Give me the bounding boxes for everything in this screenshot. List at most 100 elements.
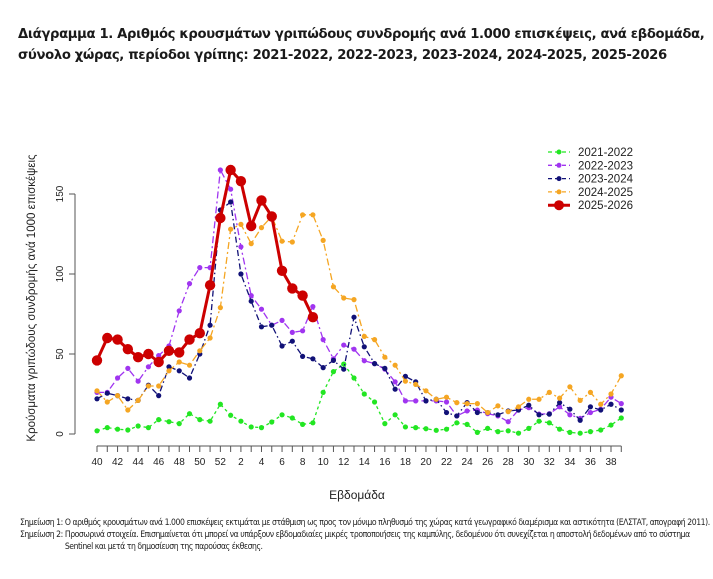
- chart-title: Διάγραμμα 1. Αριθμός κρουσμάτων γριπώδου…: [18, 24, 708, 66]
- data-point: [464, 408, 470, 414]
- data-point: [618, 401, 624, 407]
- x-tick-label: 24: [462, 457, 474, 468]
- x-tick-label: 18: [400, 457, 412, 468]
- data-point: [228, 199, 234, 205]
- data-point: [94, 428, 100, 434]
- y-tick-label: 100: [55, 265, 66, 282]
- data-point: [310, 356, 316, 362]
- data-point: [536, 412, 542, 418]
- data-point: [587, 404, 594, 410]
- data-point: [256, 195, 267, 206]
- data-point: [371, 361, 378, 367]
- data-point: [258, 306, 265, 312]
- data-point: [194, 328, 205, 339]
- data-point: [361, 344, 367, 350]
- data-point: [392, 386, 398, 392]
- y-axis-label: Κρούσματα γριπώδους συνδρομής ανά 1000 ε…: [26, 154, 38, 442]
- data-point: [289, 415, 295, 421]
- data-point: [423, 426, 429, 432]
- data-point: [163, 345, 175, 356]
- x-tick-label: 6: [279, 457, 285, 468]
- data-point: [102, 332, 113, 344]
- data-point: [402, 373, 408, 379]
- data-point: [248, 298, 254, 304]
- series-line: [97, 169, 622, 423]
- data-point: [176, 308, 182, 314]
- data-point: [536, 396, 542, 402]
- data-point: [608, 422, 614, 428]
- data-point: [258, 324, 265, 330]
- data-point: [587, 389, 594, 395]
- data-point: [248, 424, 254, 430]
- data-point: [279, 317, 285, 323]
- data-point: [598, 427, 604, 433]
- data-point: [341, 361, 347, 367]
- x-tick-label: 16: [379, 457, 391, 468]
- data-point: [526, 396, 532, 402]
- data-point: [156, 383, 162, 389]
- data-point: [341, 366, 347, 372]
- data-point: [495, 412, 501, 418]
- data-point: [464, 421, 470, 427]
- data-point: [276, 265, 288, 276]
- data-point: [135, 397, 141, 403]
- data-point: [156, 417, 162, 423]
- data-point: [546, 411, 552, 417]
- x-tick-label: 48: [174, 457, 186, 468]
- data-point: [474, 401, 480, 407]
- data-point: [300, 328, 306, 334]
- x-tick-label: 28: [503, 457, 515, 468]
- data-point: [351, 346, 357, 352]
- data-point: [526, 425, 532, 431]
- data-point: [215, 212, 226, 224]
- data-point: [132, 352, 144, 363]
- legend-item: 2024-2025: [548, 187, 633, 199]
- data-point: [156, 393, 162, 399]
- data-point: [246, 220, 257, 232]
- data-point: [238, 418, 244, 424]
- data-point: [320, 237, 326, 243]
- legend-label: 2022-2023: [578, 160, 633, 172]
- data-point: [351, 375, 357, 381]
- data-point: [392, 362, 398, 368]
- x-tick-label: 14: [359, 457, 371, 468]
- data-point: [495, 429, 501, 435]
- data-point: [217, 401, 223, 407]
- note-1-text: Ο αριθμός κρουσμάτων ανά 1.000 επισκέψει…: [64, 518, 710, 528]
- data-point: [505, 409, 511, 415]
- data-point: [104, 399, 110, 405]
- x-tick-label: 36: [585, 457, 597, 468]
- data-point: [567, 406, 573, 412]
- y-tick-label: 0: [55, 431, 66, 437]
- series-2024-2025: [94, 212, 624, 416]
- data-point: [474, 409, 480, 416]
- data-point: [567, 429, 573, 435]
- data-point: [310, 304, 316, 310]
- data-point: [341, 342, 347, 348]
- data-point: [454, 413, 460, 419]
- series-2025-2026: [91, 164, 319, 368]
- data-point: [279, 238, 285, 244]
- data-point: [156, 353, 162, 359]
- data-point: [279, 412, 285, 418]
- data-point: [228, 186, 234, 192]
- data-point: [443, 394, 450, 400]
- data-point: [258, 225, 265, 231]
- data-point: [598, 401, 604, 407]
- series-line: [96, 201, 622, 421]
- data-point: [217, 167, 223, 173]
- data-point: [197, 348, 203, 354]
- data-point: [536, 418, 542, 424]
- data-point: [125, 396, 131, 402]
- data-point: [287, 283, 298, 294]
- legend-marker: [554, 200, 564, 211]
- data-point: [402, 398, 408, 404]
- x-tick-label: 32: [544, 457, 556, 468]
- note-2-text: Προσωρινά στοιχεία. Επισημαίνεται ότι μπ…: [64, 530, 690, 552]
- x-tick-label: 52: [215, 457, 227, 468]
- data-point: [433, 396, 439, 402]
- data-point: [515, 404, 522, 410]
- data-point: [248, 241, 254, 247]
- x-tick-label: 8: [300, 457, 306, 468]
- data-point: [402, 424, 408, 430]
